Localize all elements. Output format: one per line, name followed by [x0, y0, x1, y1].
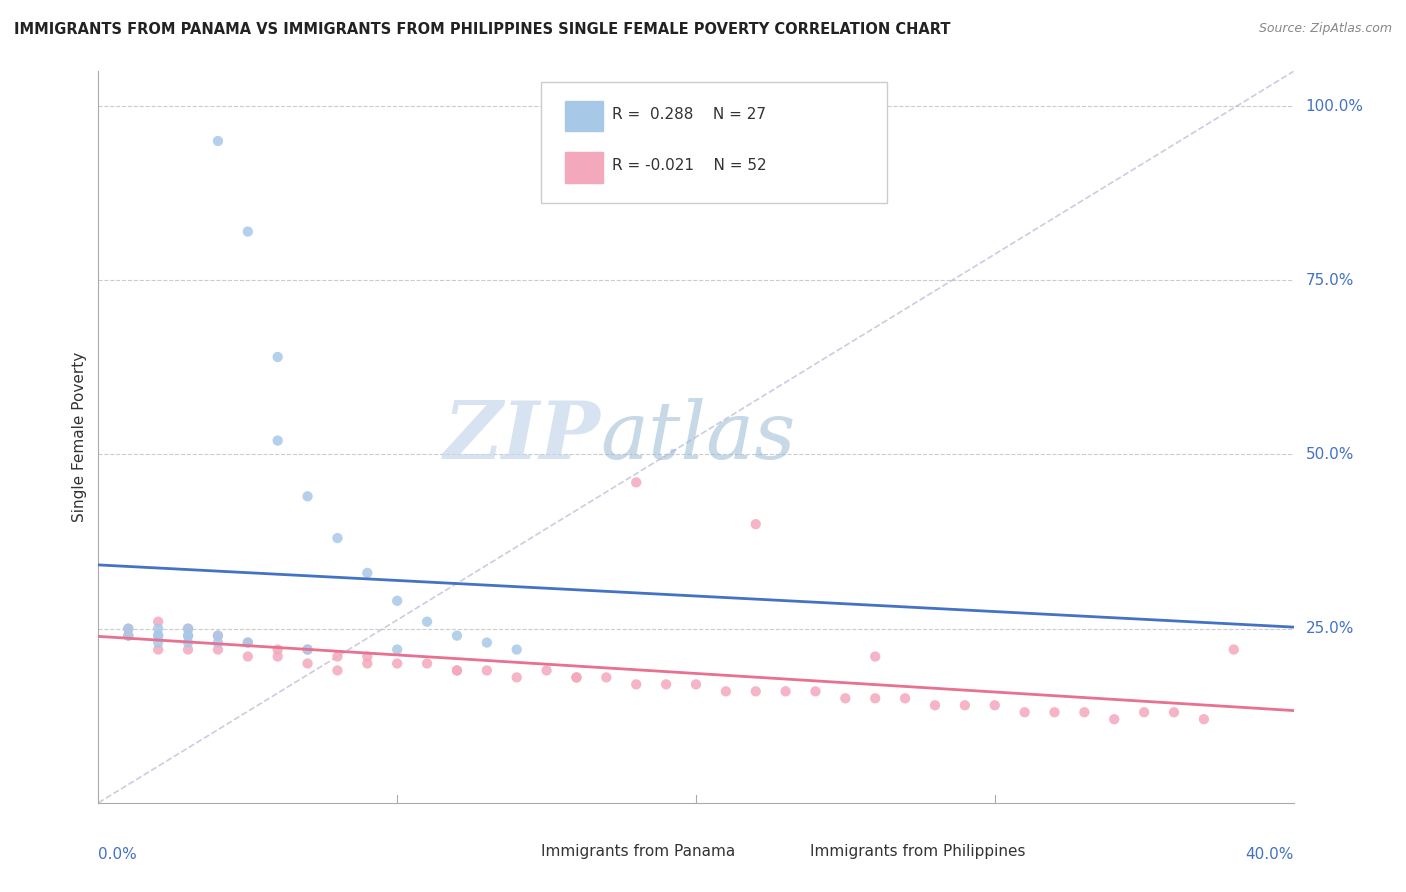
- Point: [117, 629, 139, 643]
- Point: [775, 684, 797, 698]
- Point: [865, 691, 887, 706]
- FancyBboxPatch shape: [759, 842, 803, 862]
- Point: [416, 657, 439, 671]
- Point: [385, 657, 409, 671]
- Point: [834, 691, 856, 706]
- Point: [506, 670, 529, 684]
- Point: [267, 434, 290, 448]
- Point: [685, 677, 707, 691]
- Point: [177, 622, 200, 636]
- Point: [506, 642, 529, 657]
- Point: [297, 642, 319, 657]
- Point: [475, 664, 498, 678]
- Point: [1163, 705, 1185, 719]
- Point: [356, 657, 378, 671]
- Point: [148, 622, 170, 636]
- Point: [446, 664, 468, 678]
- Point: [148, 629, 170, 643]
- FancyBboxPatch shape: [565, 101, 603, 131]
- FancyBboxPatch shape: [565, 152, 603, 183]
- Point: [177, 635, 200, 649]
- Point: [953, 698, 976, 713]
- Point: [983, 698, 1005, 713]
- Point: [565, 670, 588, 684]
- Point: [385, 594, 409, 608]
- Point: [446, 664, 468, 678]
- Point: [804, 684, 827, 698]
- Point: [177, 629, 200, 643]
- Text: Source: ZipAtlas.com: Source: ZipAtlas.com: [1258, 22, 1392, 36]
- Point: [894, 691, 917, 706]
- Point: [117, 629, 139, 643]
- Point: [236, 649, 259, 664]
- Point: [148, 635, 170, 649]
- Point: [148, 615, 170, 629]
- Point: [1192, 712, 1215, 726]
- Point: [745, 517, 768, 532]
- Point: [326, 649, 349, 664]
- Text: R = -0.021    N = 52: R = -0.021 N = 52: [612, 158, 766, 173]
- Point: [1104, 712, 1126, 726]
- Point: [1073, 705, 1095, 719]
- Point: [148, 642, 170, 657]
- FancyBboxPatch shape: [540, 82, 887, 203]
- Point: [236, 635, 259, 649]
- FancyBboxPatch shape: [491, 842, 533, 862]
- Point: [177, 642, 200, 657]
- Point: [595, 670, 617, 684]
- Point: [416, 615, 439, 629]
- Point: [565, 670, 588, 684]
- Text: IMMIGRANTS FROM PANAMA VS IMMIGRANTS FROM PHILIPPINES SINGLE FEMALE POVERTY CORR: IMMIGRANTS FROM PANAMA VS IMMIGRANTS FRO…: [14, 22, 950, 37]
- Point: [1223, 642, 1246, 657]
- Point: [267, 649, 290, 664]
- Point: [117, 622, 139, 636]
- Text: 25.0%: 25.0%: [1305, 621, 1354, 636]
- Point: [267, 350, 290, 364]
- Point: [297, 489, 319, 503]
- Point: [624, 475, 647, 490]
- Point: [536, 664, 558, 678]
- Point: [924, 698, 946, 713]
- Point: [207, 629, 229, 643]
- Point: [236, 225, 259, 239]
- Point: [655, 677, 678, 691]
- Point: [117, 622, 139, 636]
- Point: [385, 642, 409, 657]
- Point: [1133, 705, 1156, 719]
- Point: [356, 566, 378, 580]
- Text: Immigrants from Panama: Immigrants from Panama: [540, 845, 735, 859]
- Y-axis label: Single Female Poverty: Single Female Poverty: [72, 352, 87, 522]
- Point: [624, 677, 647, 691]
- Point: [714, 684, 737, 698]
- Point: [475, 635, 498, 649]
- Point: [207, 134, 229, 148]
- Point: [297, 642, 319, 657]
- Point: [1043, 705, 1066, 719]
- Text: atlas: atlas: [600, 399, 796, 475]
- Point: [1014, 705, 1036, 719]
- Point: [356, 649, 378, 664]
- Text: ZIP: ZIP: [443, 399, 600, 475]
- Point: [297, 657, 319, 671]
- Text: 40.0%: 40.0%: [1246, 847, 1294, 862]
- Point: [207, 642, 229, 657]
- Point: [267, 642, 290, 657]
- Point: [865, 649, 887, 664]
- Point: [326, 531, 349, 545]
- Text: 0.0%: 0.0%: [98, 847, 138, 862]
- Text: 50.0%: 50.0%: [1305, 447, 1354, 462]
- Point: [177, 622, 200, 636]
- Point: [236, 635, 259, 649]
- Text: Immigrants from Philippines: Immigrants from Philippines: [810, 845, 1025, 859]
- Point: [148, 629, 170, 643]
- Text: 75.0%: 75.0%: [1305, 273, 1354, 288]
- Point: [326, 664, 349, 678]
- Point: [745, 684, 768, 698]
- Point: [177, 629, 200, 643]
- Text: R =  0.288    N = 27: R = 0.288 N = 27: [612, 107, 766, 122]
- Point: [207, 629, 229, 643]
- Point: [207, 635, 229, 649]
- Text: 100.0%: 100.0%: [1305, 99, 1364, 113]
- Point: [446, 629, 468, 643]
